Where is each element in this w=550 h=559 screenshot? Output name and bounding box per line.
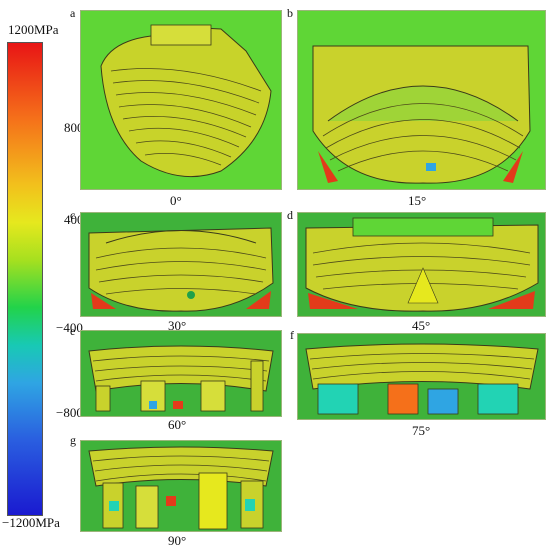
panel-b-letter: b (287, 6, 293, 20)
panel-f-stress-map (305, 343, 539, 415)
panel-d-stress-map (305, 217, 539, 312)
panel-d-letter: d (287, 208, 293, 222)
colorbar-max-label: 1200MPa (8, 22, 59, 37)
panel-a-image (80, 10, 282, 190)
colorbar-tick-minus-800: −800 (56, 405, 83, 420)
panel-g-image (80, 440, 282, 532)
panel-a-angle: 0° (170, 193, 182, 208)
panel-g-letter: g (70, 433, 76, 447)
panel-g-stress-map (88, 446, 274, 530)
panel-c-image (80, 212, 282, 317)
panel-d-angle: 45° (412, 318, 431, 333)
panel-f-angle: 75° (412, 423, 431, 438)
colorbar-min-label: −1200MPa (2, 515, 60, 530)
colorbar-tick-minus-400: −400 (56, 320, 83, 335)
panel-c-stress-map (88, 227, 274, 312)
panel-f-letter: f (290, 328, 294, 342)
panel-d-image (297, 212, 546, 317)
panel-e-angle: 60° (168, 417, 187, 432)
panel-a-letter: a (70, 6, 76, 20)
panel-e-letter: e (70, 324, 76, 338)
panel-f-image (297, 333, 546, 420)
panel-b-angle: 15° (408, 193, 427, 208)
panel-e-image (80, 330, 282, 417)
panel-e-stress-map (88, 345, 274, 412)
colorbar-tick-400: 400 (64, 212, 84, 227)
panel-g-angle: 90° (168, 533, 187, 548)
panel-c-angle: 30° (168, 318, 187, 333)
panel-b-stress-map (312, 45, 531, 184)
panel-a-stress-map (100, 24, 272, 178)
panel-c-letter: c (70, 208, 76, 222)
colorbar-tick-800: 800 (64, 120, 84, 135)
stress-colorbar (7, 42, 43, 516)
panel-b-image (297, 10, 546, 190)
